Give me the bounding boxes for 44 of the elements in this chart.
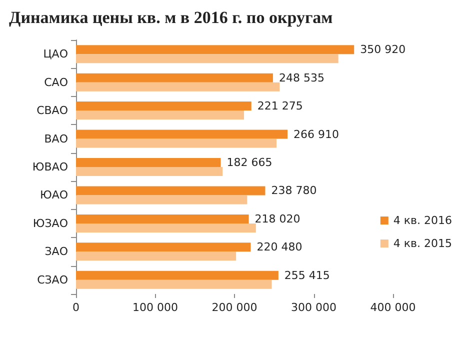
data-label: 255 415 xyxy=(284,268,330,282)
y-tick-label: ЮВАО xyxy=(32,160,68,174)
y-tick-label: ЦАО xyxy=(43,48,68,61)
x-tick-label: 0 xyxy=(72,301,80,314)
y-tick-label: ЗАО xyxy=(44,245,68,258)
x-tick-label: 300 000 xyxy=(291,301,336,314)
data-label: 220 480 xyxy=(256,240,302,254)
bar xyxy=(76,223,256,232)
y-tick-label: САО xyxy=(44,76,68,89)
data-label: 221 275 xyxy=(257,100,303,113)
bar xyxy=(76,110,244,120)
legend-label: 4 кв. 2015 xyxy=(393,237,452,250)
bar xyxy=(76,73,273,82)
bar xyxy=(76,102,252,111)
bar xyxy=(76,82,280,92)
y-tick-label: ЮЗАО xyxy=(32,216,68,230)
data-label: 218 020 xyxy=(254,212,300,226)
y-tick-label: СЗАО xyxy=(37,273,68,286)
bar xyxy=(76,186,266,196)
bar xyxy=(76,214,249,224)
bar xyxy=(76,54,338,64)
bar xyxy=(76,130,288,139)
data-label: 266 910 xyxy=(294,128,340,141)
data-label: 350 920 xyxy=(360,43,406,56)
bar xyxy=(76,280,272,289)
bar xyxy=(76,138,277,148)
legend-label: 4 кв. 2016 xyxy=(393,214,452,227)
bar xyxy=(76,45,354,54)
chart-title: Динамика цены кв. м в 2016 г. по округам xyxy=(9,8,334,27)
bar xyxy=(76,252,236,261)
bar xyxy=(76,242,251,252)
data-label: 182 665 xyxy=(226,156,272,169)
data-label: 248 535 xyxy=(278,71,324,84)
y-tick-label: СВАО xyxy=(36,104,68,118)
y-tick-label: ВАО xyxy=(44,132,68,146)
data-label: 238 780 xyxy=(271,184,317,198)
bar xyxy=(76,167,223,176)
x-tick-label: 200 000 xyxy=(212,301,258,314)
bar xyxy=(76,270,278,280)
x-tick-label: 400 000 xyxy=(370,301,416,314)
bar xyxy=(76,158,221,167)
bar xyxy=(76,195,248,204)
x-tick-label: 100 000 xyxy=(132,301,178,314)
y-tick-label: ЮАО xyxy=(40,188,68,202)
